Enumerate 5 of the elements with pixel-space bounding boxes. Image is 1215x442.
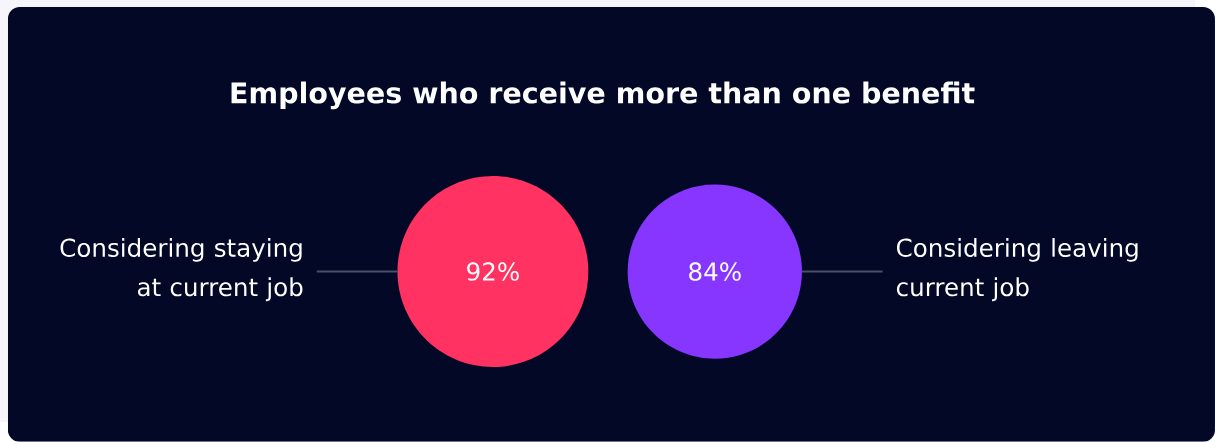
category-label: Considering leaving current job (896, 238, 1138, 302)
category-label: Considering staying at current job (60, 238, 303, 302)
data-label: 84% (689, 262, 741, 281)
data-label: 92% (467, 262, 519, 281)
text: Employees who receive more than one benefit (231, 81, 975, 110)
